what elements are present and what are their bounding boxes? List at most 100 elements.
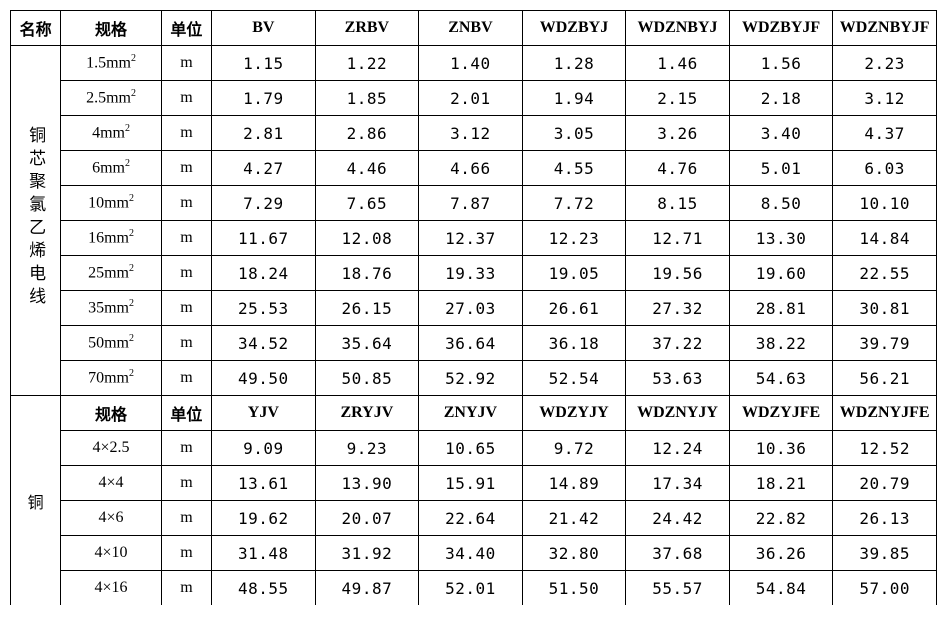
- unit-cell: m: [161, 361, 211, 396]
- unit-cell: m: [161, 221, 211, 256]
- spec-cell: 70mm2: [61, 361, 162, 396]
- data-cell: 19.56: [626, 256, 730, 291]
- hdr2-spec: 规格: [61, 396, 162, 431]
- spec-cell: 25mm2: [61, 256, 162, 291]
- hdr-spec: 规格: [61, 11, 162, 46]
- spec-cell: 16mm2: [61, 221, 162, 256]
- table-row: 4×2.5 m 9.099.2310.659.7212.2410.3612.52: [11, 431, 937, 466]
- data-cell: 18.24: [212, 256, 316, 291]
- data-cell: 1.40: [419, 46, 523, 81]
- table-row: 16mm2 m 11.6712.0812.3712.2312.7113.3014…: [11, 221, 937, 256]
- data-cell: 9.72: [522, 431, 626, 466]
- data-cell: 2.18: [729, 81, 833, 116]
- data-cell: 1.85: [315, 81, 419, 116]
- table-row: 50mm2 m 34.5235.6436.6436.1837.2238.2239…: [11, 326, 937, 361]
- unit-cell: m: [161, 291, 211, 326]
- data-cell: 22.55: [833, 256, 937, 291]
- data-cell: 4.66: [419, 151, 523, 186]
- data-cell: 4.27: [212, 151, 316, 186]
- spec-cell: 4×10: [61, 536, 162, 571]
- data-cell: 4.55: [522, 151, 626, 186]
- data-cell: 24.42: [626, 501, 730, 536]
- unit-cell: m: [161, 186, 211, 221]
- table-row: 25mm2 m 18.2418.7619.3319.0519.5619.6022…: [11, 256, 937, 291]
- hdr-col: WDZBYJF: [729, 11, 833, 46]
- data-cell: 10.65: [419, 431, 523, 466]
- data-cell: 20.07: [315, 501, 419, 536]
- data-cell: 26.61: [522, 291, 626, 326]
- hdr2-col: WDZYJY: [522, 396, 626, 431]
- table-row: 铜芯聚氯乙烯电线 1.5mm2 m 1.15 1.22 1.40 1.28 1.…: [11, 46, 937, 81]
- data-cell: 26.15: [315, 291, 419, 326]
- data-cell: 56.21: [833, 361, 937, 396]
- spec-cell: 10mm2: [61, 186, 162, 221]
- unit-cell: m: [161, 151, 211, 186]
- data-cell: 7.87: [419, 186, 523, 221]
- table-body: 名称 规格 单位 BV ZRBV ZNBV WDZBYJ WDZNBYJ WDZ…: [11, 11, 937, 606]
- data-cell: 8.50: [729, 186, 833, 221]
- hdr-unit: 单位: [161, 11, 211, 46]
- table-row: 6mm2 m 4.274.464.664.554.765.016.03: [11, 151, 937, 186]
- table-row: 35mm2 m 25.5326.1527.0326.6127.3228.8130…: [11, 291, 937, 326]
- data-cell: 22.64: [419, 501, 523, 536]
- table-row: 4×4 m 13.6113.9015.9114.8917.3418.2120.7…: [11, 466, 937, 501]
- data-cell: 2.86: [315, 116, 419, 151]
- data-cell: 12.08: [315, 221, 419, 256]
- data-cell: 30.81: [833, 291, 937, 326]
- data-cell: 32.80: [522, 536, 626, 571]
- data-cell: 3.12: [833, 81, 937, 116]
- spec-cell: 2.5mm2: [61, 81, 162, 116]
- unit-cell: m: [161, 431, 211, 466]
- header-row-2: 铜 规格 单位 YJV ZRYJV ZNYJV WDZYJY WDZNYJY W…: [11, 396, 937, 431]
- data-cell: 10.36: [729, 431, 833, 466]
- spec-cell: 35mm2: [61, 291, 162, 326]
- spec-cell: 4×6: [61, 501, 162, 536]
- hdr-col: WDZBYJ: [522, 11, 626, 46]
- data-cell: 21.42: [522, 501, 626, 536]
- data-cell: 1.94: [522, 81, 626, 116]
- data-cell: 9.23: [315, 431, 419, 466]
- unit-cell: m: [161, 81, 211, 116]
- data-cell: 37.22: [626, 326, 730, 361]
- data-cell: 36.18: [522, 326, 626, 361]
- data-cell: 6.03: [833, 151, 937, 186]
- data-cell: 11.67: [212, 221, 316, 256]
- data-cell: 35.64: [315, 326, 419, 361]
- data-cell: 2.01: [419, 81, 523, 116]
- data-cell: 3.40: [729, 116, 833, 151]
- hdr-col: BV: [212, 11, 316, 46]
- data-cell: 7.72: [522, 186, 626, 221]
- spec-cell: 4×2.5: [61, 431, 162, 466]
- data-cell: 4.46: [315, 151, 419, 186]
- data-cell: 7.29: [212, 186, 316, 221]
- table-row: 4×16 m 48.5549.8752.0151.5055.5754.8457.…: [11, 571, 937, 606]
- hdr2-col: ZNYJV: [419, 396, 523, 431]
- price-table: 名称 规格 单位 BV ZRBV ZNBV WDZBYJ WDZNBYJ WDZ…: [10, 10, 937, 605]
- data-cell: 57.00: [833, 571, 937, 606]
- hdr2-col: ZRYJV: [315, 396, 419, 431]
- unit-cell: m: [161, 326, 211, 361]
- data-cell: 3.05: [522, 116, 626, 151]
- data-cell: 14.84: [833, 221, 937, 256]
- data-cell: 48.55: [212, 571, 316, 606]
- hdr2-col: YJV: [212, 396, 316, 431]
- data-cell: 49.87: [315, 571, 419, 606]
- data-cell: 27.03: [419, 291, 523, 326]
- data-cell: 12.37: [419, 221, 523, 256]
- header-row-1: 名称 规格 单位 BV ZRBV ZNBV WDZBYJ WDZNBYJ WDZ…: [11, 11, 937, 46]
- section1-label: 铜芯聚氯乙烯电线: [11, 46, 61, 396]
- data-cell: 55.57: [626, 571, 730, 606]
- data-cell: 3.26: [626, 116, 730, 151]
- data-cell: 4.37: [833, 116, 937, 151]
- data-cell: 12.52: [833, 431, 937, 466]
- spec-cell: 4×16: [61, 571, 162, 606]
- hdr2-col: WDZYJFE: [729, 396, 833, 431]
- data-cell: 10.10: [833, 186, 937, 221]
- data-cell: 1.46: [626, 46, 730, 81]
- data-cell: 12.24: [626, 431, 730, 466]
- data-cell: 26.13: [833, 501, 937, 536]
- table-row: 70mm2 m 49.5050.8552.9252.5453.6354.6356…: [11, 361, 937, 396]
- data-cell: 13.30: [729, 221, 833, 256]
- data-cell: 3.12: [419, 116, 523, 151]
- hdr2-col: WDZNYJFE: [833, 396, 937, 431]
